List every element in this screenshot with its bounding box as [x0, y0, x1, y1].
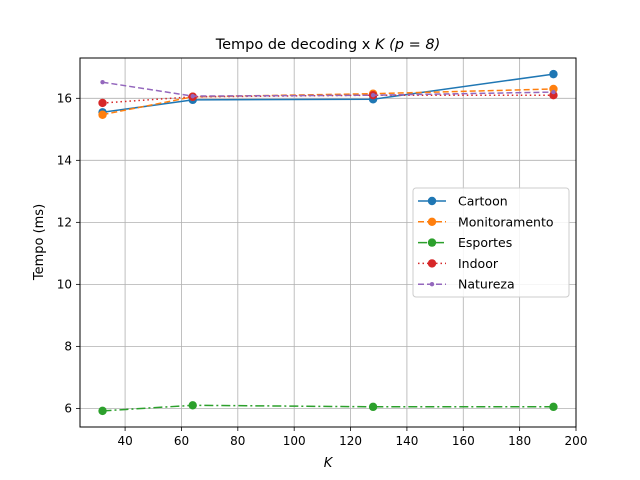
chart-title: Tempo de decoding x K (p = 8) — [215, 37, 441, 53]
data-point — [551, 89, 556, 95]
series-natureza — [100, 79, 556, 99]
x-tick-label: 60 — [174, 434, 189, 448]
data-point — [100, 79, 105, 85]
legend-swatch-marker — [427, 217, 437, 226]
plot-frame — [79, 57, 577, 428]
data-point — [98, 406, 107, 416]
legend-item-cartoon: Cartoon — [418, 194, 508, 209]
legend: Cartoon Monitoramento Esportes Indoor Nature… — [412, 187, 570, 298]
legend-swatch-marker — [427, 196, 437, 206]
data-point — [549, 69, 558, 79]
data-point — [370, 93, 376, 98]
legend-item-monitoramento: Monitoramento — [418, 214, 554, 229]
plot-lines — [98, 69, 558, 416]
x-tick-label: 120 — [339, 434, 362, 448]
legend-item-esportes: Esportes — [418, 235, 512, 250]
data-point — [188, 401, 197, 410]
x-tick-label: 100 — [283, 434, 306, 448]
x-tick-label: 80 — [230, 434, 245, 448]
y-tick-label: 8 — [64, 339, 72, 353]
series-line — [102, 81, 554, 97]
x-tick-label: 40 — [117, 434, 132, 448]
legend-label: Esportes — [458, 235, 512, 250]
x-tick-label: 140 — [395, 434, 418, 448]
x-tick-label: 200 — [565, 434, 588, 448]
data-point — [98, 98, 107, 108]
x-tick-label: 160 — [452, 434, 475, 448]
legend-label: Monitoramento — [458, 214, 554, 229]
data-point — [549, 84, 558, 94]
legend-swatch-marker — [429, 282, 435, 287]
y-tick-label: 16 — [57, 91, 72, 105]
y-tick-label: 12 — [57, 215, 72, 229]
y-tick-label: 10 — [57, 277, 72, 291]
series-esportes — [98, 401, 558, 416]
data-point — [549, 91, 558, 100]
legend-label: Cartoon — [458, 194, 508, 209]
legend-item-natureza: Natureza — [418, 277, 515, 292]
series-line — [102, 404, 554, 412]
x-axis-label: K — [324, 456, 334, 471]
data-point — [368, 402, 378, 412]
data-point — [98, 110, 107, 119]
data-point — [190, 93, 195, 99]
legend-label: Natureza — [458, 277, 515, 292]
axis-ticks: 40 60 80 100 120 140 160 180 200 6 8 10 12 14 16 — [57, 91, 588, 448]
legend-label: Indoor — [458, 256, 499, 271]
y-tick-label: 6 — [64, 401, 72, 415]
y-tick-label: 14 — [57, 153, 72, 167]
legend-item-indoor: Indoor — [418, 256, 499, 271]
legend-swatch-marker — [427, 259, 437, 268]
legend-frame — [412, 187, 570, 298]
legend-swatch-marker — [427, 238, 437, 247]
data-point — [549, 402, 558, 412]
y-axis-label: Tempo (ms) — [32, 204, 47, 281]
x-tick-label: 180 — [508, 434, 531, 448]
